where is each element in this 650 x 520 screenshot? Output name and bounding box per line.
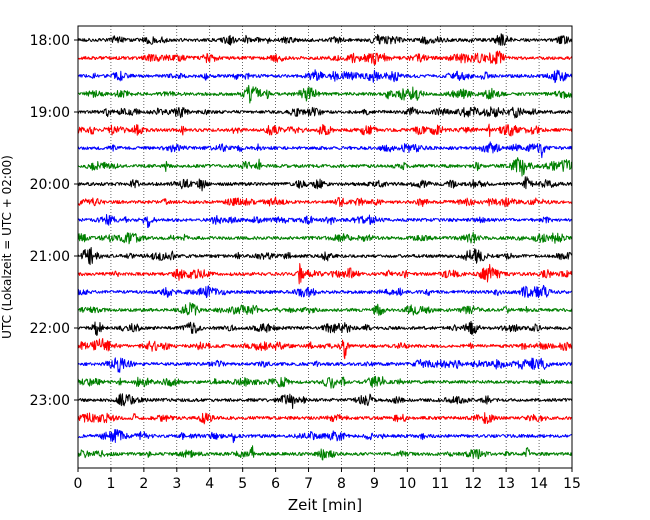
trace-2330 [77, 429, 573, 444]
x-tick-label-14: 14 [530, 476, 548, 492]
trace-1830 [77, 69, 573, 84]
trace-2115 [77, 263, 573, 285]
trace-2045 [77, 231, 573, 245]
plot-frame [77, 25, 573, 469]
x-tick-label-3: 3 [172, 476, 181, 492]
trace-1815 [77, 50, 573, 66]
x-tick-label-11: 11 [431, 476, 449, 492]
y-axis-label: UTC (Lokalzeit = UTC + 02:00) [0, 155, 14, 339]
trace-1900 [77, 106, 573, 119]
trace-1945 [77, 157, 573, 177]
y-tick-label-0: 18:00 [30, 33, 70, 49]
trace-2300 [77, 393, 573, 409]
x-tick-label-2: 2 [139, 476, 148, 492]
trace-2015 [77, 196, 573, 208]
x-ticks: 0 1 2 3 4 5 6 7 8 9 10 11 12 13 14 15 [74, 468, 581, 492]
y-tick-label-5: 23:00 [30, 393, 70, 409]
x-tick-label-12: 12 [464, 476, 482, 492]
x-tick-label-7: 7 [304, 476, 313, 492]
trace-2145 [77, 302, 573, 316]
trace-2315 [77, 412, 573, 425]
trace-2230 [77, 357, 573, 373]
trace-1915 [77, 123, 573, 138]
trace-1800 [77, 33, 573, 46]
x-tick-label-5: 5 [238, 476, 247, 492]
trace-2000 [77, 176, 573, 192]
trace-2245 [77, 375, 573, 389]
x-tick-label-15: 15 [563, 476, 581, 492]
trace-2130 [77, 284, 573, 299]
trace-2345 [77, 445, 573, 461]
trace-2215 [77, 337, 573, 360]
trace-1930 [77, 141, 573, 159]
x-tick-label-4: 4 [205, 476, 214, 492]
x-tick-label-13: 13 [497, 476, 515, 492]
y-ticks: 18:00 19:00 20:00 21:00 22:00 23:00 [30, 33, 78, 409]
x-axis-label: Zeit [min] [288, 496, 362, 514]
y-tick-label-4: 22:00 [30, 321, 70, 337]
trace-2100 [77, 247, 573, 266]
x-tick-label-9: 9 [370, 476, 379, 492]
y-tick-label-3: 21:00 [30, 249, 70, 265]
trace-1845 [77, 84, 573, 104]
y-tick-label-1: 19:00 [30, 105, 70, 121]
trace-2030 [77, 214, 573, 229]
x-tick-label-1: 1 [106, 476, 115, 492]
trace-layer [77, 33, 573, 461]
y-tick-label-2: 20:00 [30, 177, 70, 193]
x-tick-label-0: 0 [74, 476, 83, 492]
trace-2200 [77, 320, 573, 336]
x-tick-label-6: 6 [271, 476, 280, 492]
x-tick-label-10: 10 [398, 476, 416, 492]
x-tick-label-8: 8 [337, 476, 346, 492]
